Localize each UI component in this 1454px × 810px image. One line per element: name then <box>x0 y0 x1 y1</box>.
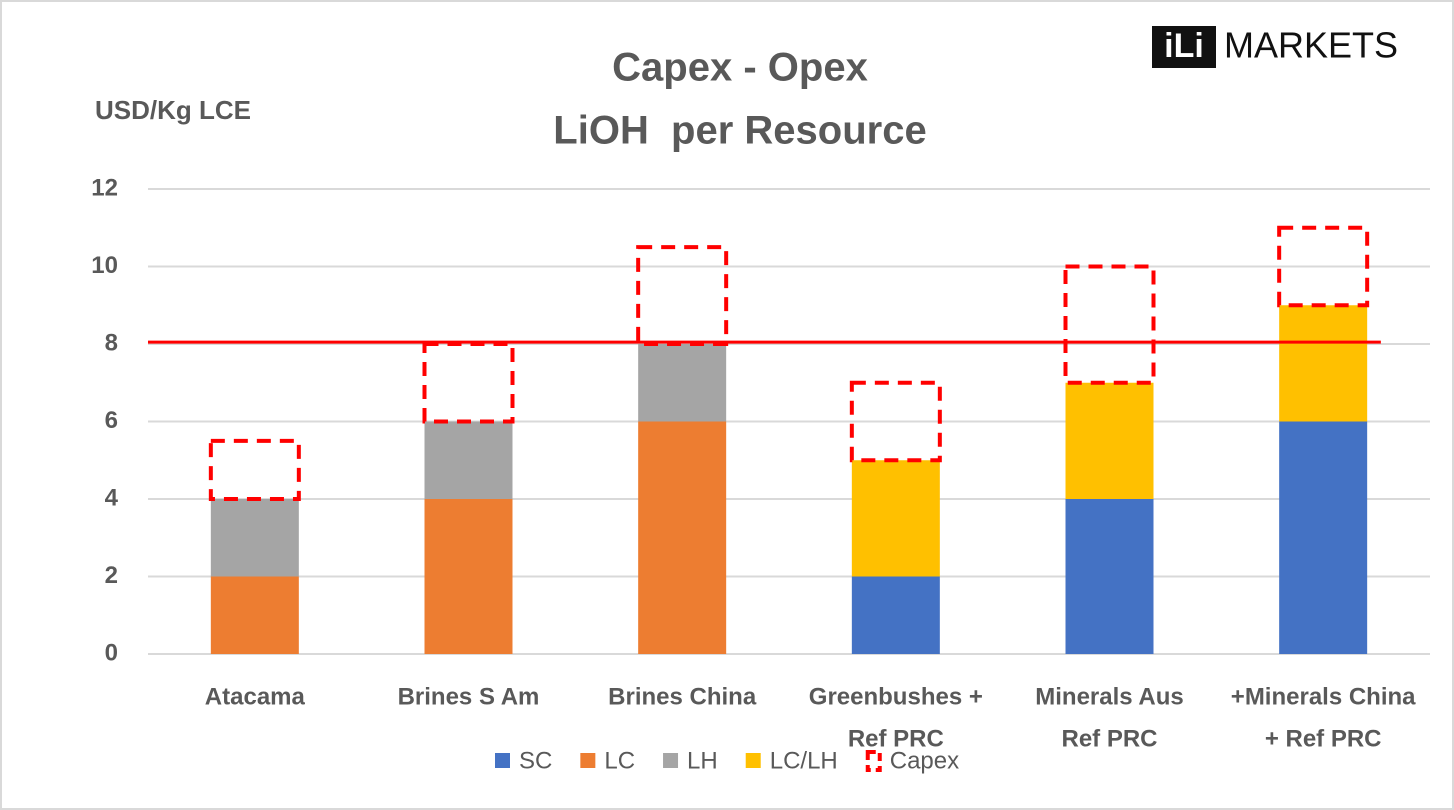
bar-segment <box>210 576 299 654</box>
legend-label: LH <box>687 747 718 774</box>
y-tick-label: 8 <box>105 329 118 356</box>
x-tick-label: + Ref PRC <box>1265 725 1382 752</box>
legend-swatch <box>663 753 679 768</box>
x-tick-label: Ref PRC <box>1061 725 1157 752</box>
bar-segment <box>851 460 940 577</box>
bar-segment <box>851 576 940 654</box>
logo-box <box>1152 26 1216 68</box>
legend-swatch <box>580 753 596 768</box>
x-tick-label: Brines S Am <box>398 683 540 710</box>
legend-label: LC <box>604 747 635 774</box>
y-tick-label: 4 <box>105 484 119 511</box>
bar-segment <box>638 421 727 654</box>
capex-box <box>1063 264 1156 385</box>
y-axis-label: USD/Kg LCE <box>95 95 251 125</box>
legend-swatch <box>745 753 761 768</box>
capex-box <box>1277 225 1370 308</box>
bar-segment <box>424 499 513 654</box>
capex-box <box>849 380 942 463</box>
legend-swatch <box>495 753 510 768</box>
legend-label: SC <box>519 747 552 774</box>
capex-box <box>208 438 301 501</box>
y-tick-label: 2 <box>105 562 118 589</box>
y-tick-label: 6 <box>105 407 118 434</box>
y-tick-label: 12 <box>91 174 118 201</box>
logo-text: MARKETS <box>1224 25 1398 66</box>
x-tick-label: Brines China <box>608 683 757 710</box>
chart-title: LiOH per Resource <box>553 109 926 153</box>
x-tick-label: Atacama <box>205 683 306 710</box>
bar-segment <box>1065 382 1154 499</box>
bar-segment <box>1279 421 1368 654</box>
bar-segment <box>638 344 727 422</box>
x-tick-label: +Minerals China <box>1231 683 1416 710</box>
bar-segment <box>424 421 513 499</box>
logo-mark: iLi <box>1164 27 1204 65</box>
capex-box <box>422 342 515 424</box>
bar-segment <box>210 499 299 577</box>
y-tick-label: 10 <box>91 252 118 279</box>
x-tick-label: Ref PRC <box>848 725 944 752</box>
chart-title: Capex - Opex <box>612 46 868 90</box>
x-tick-label: Greenbushes + <box>809 683 983 710</box>
bar-segment <box>1065 499 1154 654</box>
bar-segment <box>1279 305 1368 422</box>
x-tick-label: Minerals Aus <box>1035 683 1184 710</box>
legend-label: LC/LH <box>770 747 838 774</box>
legend-label: Capex <box>890 747 959 774</box>
y-tick-label: 0 <box>105 639 118 666</box>
legend-swatch <box>865 750 882 772</box>
